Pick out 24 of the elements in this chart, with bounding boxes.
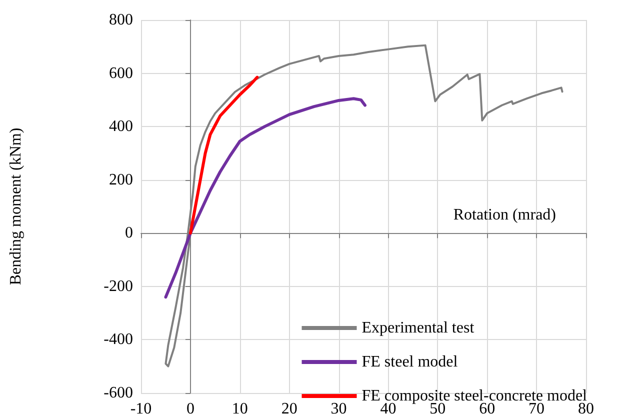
x-tick-label: 40 [380, 400, 396, 417]
x-tick-label: 70 [528, 400, 545, 417]
x-axis-title: Rotation (mrad) [453, 206, 556, 224]
y-tick-label: 600 [109, 64, 133, 82]
x-tick-label: 30 [330, 400, 347, 417]
y-axis-title: Bending moment (kNm) [8, 128, 24, 286]
x-tick-label: 50 [430, 400, 446, 417]
y-tick-label: 400 [109, 118, 133, 136]
x-tick-label: 0 [186, 400, 194, 417]
y-tick-label: -600 [104, 384, 133, 402]
line-series [188, 76, 259, 235]
x-tick-label: 20 [281, 400, 298, 417]
y-tick-label: 0 [125, 224, 133, 242]
legend-label: Experimental test [362, 320, 475, 336]
y-tick-label: 800 [109, 12, 133, 28]
y-tick-label: -400 [104, 331, 133, 348]
y-tick-label: 200 [109, 171, 133, 188]
x-tick-label: 60 [479, 400, 496, 417]
line-series [164, 97, 366, 299]
x-tick-label: 10 [232, 400, 248, 417]
y-tick-label: -200 [104, 278, 133, 295]
x-tick-label: 80 [578, 400, 594, 417]
x-tick-label: -10 [130, 400, 152, 417]
legend-label: FE steel model [362, 354, 458, 370]
